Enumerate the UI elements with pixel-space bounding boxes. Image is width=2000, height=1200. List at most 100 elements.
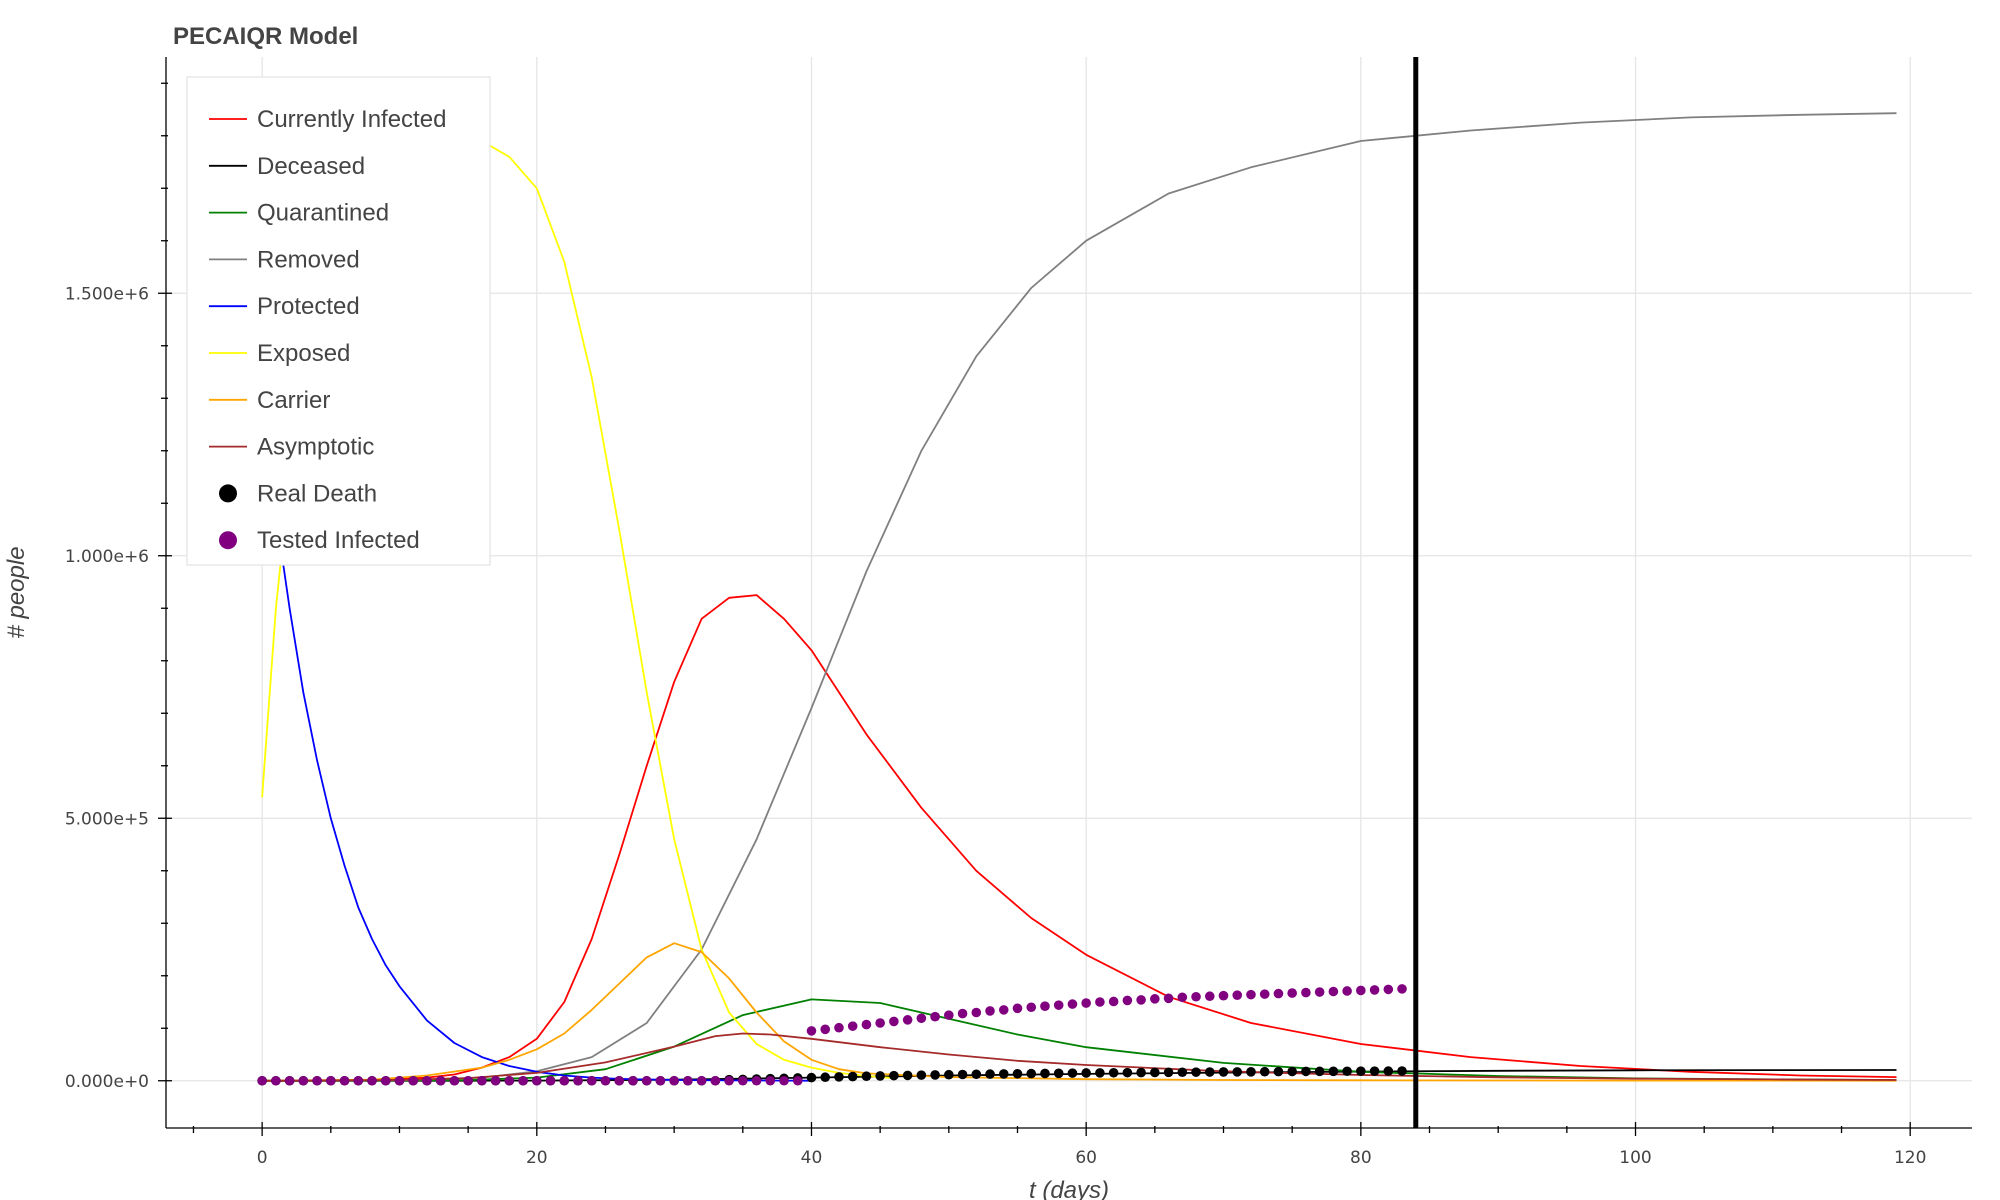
data-point-tested-infected <box>1081 998 1091 1008</box>
data-point-tested-infected <box>1095 997 1105 1007</box>
data-point-tested-infected <box>614 1075 625 1086</box>
data-point-tested-infected <box>944 1010 954 1020</box>
data-point-tested-infected <box>284 1075 295 1086</box>
data-point-tested-infected <box>1314 987 1325 997</box>
legend-label: Tested Infected <box>257 527 420 554</box>
data-point-tested-infected <box>1177 992 1188 1003</box>
data-point-tested-infected <box>1040 1001 1050 1011</box>
series-line-carrier <box>262 942 1897 1082</box>
series-line-removed <box>262 112 1897 1082</box>
data-point-tested-infected <box>751 1075 762 1086</box>
data-point-tested-infected <box>847 1021 858 1031</box>
data-point-real-death <box>1314 1066 1325 1077</box>
data-point-tested-infected <box>367 1075 377 1086</box>
data-point-real-death <box>1177 1067 1188 1078</box>
data-point-real-death <box>1259 1066 1270 1077</box>
legend-marker-swatch <box>219 484 237 503</box>
data-point-real-death <box>930 1070 940 1080</box>
data-point-tested-infected <box>1301 987 1311 998</box>
data-point-tested-infected <box>889 1016 899 1027</box>
x-tick-label: 80 <box>1350 1148 1372 1168</box>
data-point-tested-infected <box>504 1075 515 1086</box>
data-point-tested-infected <box>408 1075 419 1086</box>
data-point-tested-infected <box>875 1018 885 1028</box>
x-axis-label: t (days) <box>1029 1177 1109 1200</box>
data-point-tested-infected <box>1067 999 1078 1009</box>
data-point-tested-infected <box>971 1007 982 1018</box>
data-point-real-death <box>1383 1066 1394 1076</box>
data-point-real-death <box>1108 1067 1119 1078</box>
data-point-tested-infected <box>257 1075 267 1086</box>
data-point-real-death <box>1342 1066 1352 1077</box>
legend-item: Protected <box>209 293 360 320</box>
data-point-real-death <box>957 1069 968 1080</box>
data-point-tested-infected <box>1328 986 1339 997</box>
data-point-tested-infected <box>696 1075 707 1086</box>
data-point-tested-infected <box>532 1075 542 1086</box>
data-point-real-death <box>1081 1068 1091 1078</box>
data-point-tested-infected <box>1150 994 1160 1004</box>
data-point-real-death <box>834 1072 844 1082</box>
legend-item: Tested Infected <box>219 527 420 554</box>
data-point-real-death <box>902 1070 913 1081</box>
legend-item: Carrier <box>209 387 330 414</box>
data-point-tested-infected <box>490 1075 501 1086</box>
data-point-tested-infected <box>1397 984 1407 994</box>
data-point-tested-infected <box>930 1011 940 1022</box>
data-point-real-death <box>1328 1066 1339 1077</box>
data-point-tested-infected <box>449 1075 460 1086</box>
data-point-tested-infected <box>586 1075 597 1086</box>
legend-marker-swatch <box>219 531 237 550</box>
data-point-tested-infected <box>655 1075 666 1086</box>
data-point-real-death <box>1218 1067 1229 1077</box>
data-point-tested-infected <box>861 1019 872 1030</box>
data-point-tested-infected <box>573 1075 583 1086</box>
data-point-tested-infected <box>559 1075 570 1086</box>
data-point-real-death <box>1095 1068 1105 1078</box>
data-point-real-death <box>1369 1066 1380 1076</box>
data-point-tested-infected <box>683 1075 693 1086</box>
chart-title: PECAIQR Model <box>173 23 358 50</box>
legend-label: Currently Infected <box>257 106 446 133</box>
x-tick-label: 40 <box>801 1148 823 1168</box>
y-axis-label: # people <box>3 546 30 638</box>
legend-label: Asymptotic <box>257 434 374 461</box>
data-point-real-death <box>1356 1066 1366 1076</box>
data-point-real-death <box>944 1069 954 1080</box>
data-point-real-death <box>861 1071 872 1082</box>
data-point-real-death <box>1026 1068 1037 1079</box>
x-tick-label: 100 <box>1619 1148 1651 1168</box>
y-tick-label: 5.000e+5 <box>65 809 149 829</box>
data-point-real-death <box>806 1072 817 1083</box>
x-tick-label: 20 <box>526 1148 548 1168</box>
data-point-tested-infected <box>1342 986 1352 996</box>
series-line-protected <box>261 419 812 1082</box>
axes: 0 20 40 60 80 100 120 0.000e+0 5.000e+5 1.000e+6 1… <box>65 57 1972 1168</box>
legend-item: Removed <box>209 246 360 273</box>
legend-label: Exposed <box>257 340 350 367</box>
y-tick-label: 1.500e+6 <box>65 284 149 304</box>
data-point-real-death <box>971 1069 982 1080</box>
data-point-tested-infected <box>669 1075 679 1086</box>
data-point-tested-infected <box>957 1008 968 1019</box>
data-point-tested-infected <box>779 1075 789 1086</box>
data-point-tested-infected <box>326 1075 336 1086</box>
data-point-tested-infected <box>792 1075 803 1086</box>
legend-item: Real Death <box>219 480 377 507</box>
data-point-tested-infected <box>271 1075 281 1086</box>
data-point-real-death <box>1191 1067 1201 1077</box>
data-point-tested-infected <box>738 1075 748 1086</box>
data-point-tested-infected <box>1383 984 1394 995</box>
data-point-tested-infected <box>545 1075 556 1086</box>
legend-item: Deceased <box>209 153 365 180</box>
data-point-real-death <box>1136 1067 1146 1078</box>
data-point-tested-infected <box>902 1015 913 1025</box>
data-point-tested-infected <box>710 1075 721 1086</box>
data-point-real-death <box>875 1071 885 1081</box>
data-point-tested-infected <box>1122 995 1133 1006</box>
data-point-tested-infected <box>518 1075 528 1086</box>
legend-item: Currently Infected <box>209 106 446 133</box>
data-point-real-death <box>820 1072 831 1083</box>
data-point-real-death <box>847 1071 858 1082</box>
